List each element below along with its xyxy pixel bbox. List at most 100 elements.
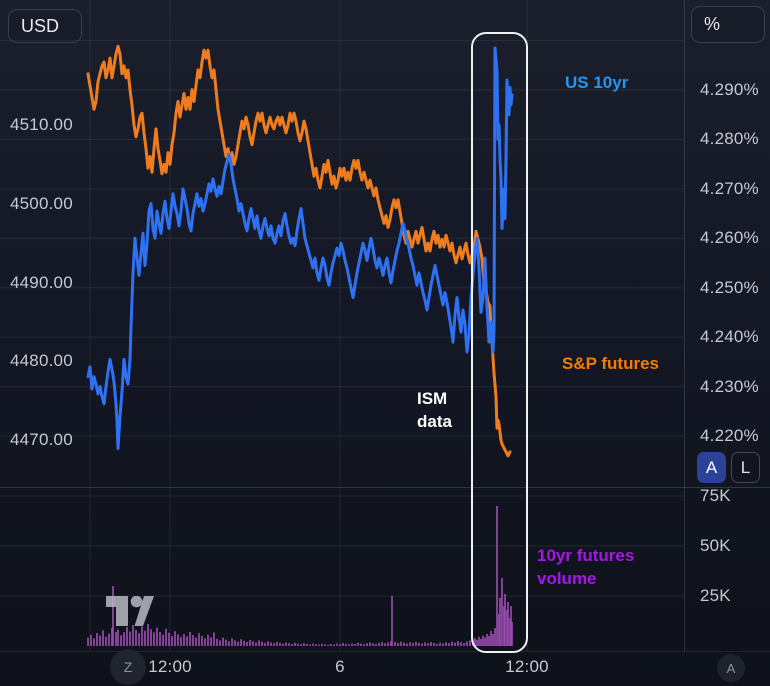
log-scale-button[interactable]: L bbox=[731, 452, 760, 483]
zoom-out-button[interactable]: Z bbox=[110, 649, 146, 685]
volume-bar bbox=[117, 629, 119, 646]
volume-bar bbox=[466, 641, 468, 646]
volume-bar bbox=[394, 642, 396, 646]
volume-bar bbox=[342, 643, 344, 646]
volume-bar bbox=[478, 636, 480, 646]
volume-bar bbox=[412, 643, 414, 646]
volume-bar bbox=[504, 594, 506, 646]
volume-bar bbox=[102, 630, 104, 646]
volume-bar bbox=[270, 642, 272, 646]
volume-bar bbox=[285, 642, 287, 646]
volume-bar bbox=[210, 637, 212, 646]
left-price-tick: 4510.00 bbox=[10, 115, 73, 134]
time-tick: 6 bbox=[335, 657, 345, 676]
volume-bar bbox=[225, 639, 227, 646]
volume-bar bbox=[300, 644, 302, 646]
annotation-us10yr: US 10yr bbox=[565, 73, 629, 92]
volume-bar bbox=[357, 642, 359, 646]
volume-bar bbox=[267, 641, 269, 646]
volume-bar bbox=[324, 644, 326, 646]
currency-selector[interactable]: USD bbox=[8, 9, 82, 43]
volume-bar bbox=[159, 632, 161, 646]
volume-bar bbox=[415, 641, 417, 646]
volume-bar bbox=[234, 640, 236, 646]
volume-bar bbox=[418, 642, 420, 646]
volume-bar bbox=[177, 634, 179, 646]
volume-bar bbox=[171, 636, 173, 646]
right-percent-tick: 4.270% bbox=[700, 178, 759, 198]
unit-selector[interactable]: % bbox=[691, 6, 765, 43]
volume-bar bbox=[499, 598, 501, 646]
volume-bar bbox=[421, 643, 423, 646]
volume-bar bbox=[276, 642, 278, 646]
volume-bar bbox=[381, 642, 383, 646]
volume-bar bbox=[216, 638, 218, 646]
left-price-tick: 4480.00 bbox=[10, 351, 73, 371]
volume-bar bbox=[204, 638, 206, 646]
volume-bar bbox=[348, 644, 350, 646]
volume-bar bbox=[183, 634, 185, 646]
volume-bar bbox=[454, 642, 456, 646]
volume-bar bbox=[144, 630, 146, 646]
volume-bar bbox=[192, 635, 194, 646]
volume-bar bbox=[252, 641, 254, 646]
right-percent-tick: 4.240% bbox=[700, 327, 759, 347]
volume-bar bbox=[400, 641, 402, 646]
volume-bar bbox=[115, 632, 117, 646]
volume-bar bbox=[480, 638, 482, 646]
volume-bar bbox=[369, 642, 371, 646]
volume-bar bbox=[90, 634, 92, 646]
volume-bar bbox=[222, 637, 224, 646]
volume-bar bbox=[93, 638, 95, 646]
volume-bar bbox=[427, 643, 429, 646]
volume-bar bbox=[372, 643, 374, 646]
volume-bar bbox=[463, 643, 465, 646]
volume-bar bbox=[448, 643, 450, 646]
right-percent-tick: 4.290% bbox=[700, 80, 759, 99]
left-price-tick: 4500.00 bbox=[10, 193, 73, 213]
volume-bar bbox=[339, 644, 341, 646]
volume-bar bbox=[258, 640, 260, 646]
volume-bar bbox=[96, 633, 98, 646]
volume-bar bbox=[207, 634, 209, 646]
volume-bar bbox=[492, 634, 494, 646]
volume-tick: 25K bbox=[700, 586, 731, 605]
currency-selector-label: USD bbox=[21, 15, 60, 36]
volume-bar bbox=[439, 642, 441, 646]
volume-bar bbox=[168, 632, 170, 646]
volume-bar bbox=[442, 643, 444, 646]
volume-bar bbox=[237, 641, 239, 646]
volume-bar bbox=[451, 641, 453, 646]
volume-bar bbox=[228, 641, 230, 646]
volume-bar bbox=[132, 625, 134, 646]
volume-bar bbox=[354, 644, 356, 646]
volume-bar bbox=[201, 636, 203, 646]
volume-bar bbox=[430, 642, 432, 646]
annotation-ism: ISM data bbox=[417, 388, 452, 434]
right-percent-tick: 4.220% bbox=[700, 426, 759, 445]
annotation-ism-line2: data bbox=[417, 411, 452, 431]
volume-bar bbox=[496, 506, 498, 646]
auto-scale-button[interactable]: A bbox=[697, 452, 726, 483]
series-line-s-p-futures bbox=[86, 44, 512, 458]
volume-bar bbox=[294, 642, 296, 646]
bottom-right-a-button[interactable]: A bbox=[717, 654, 745, 682]
volume-bar bbox=[375, 644, 377, 646]
volume-bar bbox=[120, 635, 122, 646]
volume-bar bbox=[138, 633, 140, 646]
volume-bar bbox=[165, 628, 167, 646]
volume-bar bbox=[156, 627, 158, 646]
volume-bar bbox=[503, 606, 505, 646]
volume-bar bbox=[198, 633, 200, 646]
volume-bar bbox=[318, 644, 320, 646]
volume-bar bbox=[153, 632, 155, 646]
volume-bar bbox=[312, 643, 314, 646]
volume-bar bbox=[282, 643, 284, 646]
volume-bar bbox=[195, 637, 197, 646]
volume-bar bbox=[306, 644, 308, 646]
volume-bar bbox=[469, 640, 471, 646]
right-percent-tick: 4.250% bbox=[700, 277, 759, 297]
volume-bar bbox=[261, 641, 263, 646]
annotation-ism-line1: ISM bbox=[417, 389, 448, 408]
